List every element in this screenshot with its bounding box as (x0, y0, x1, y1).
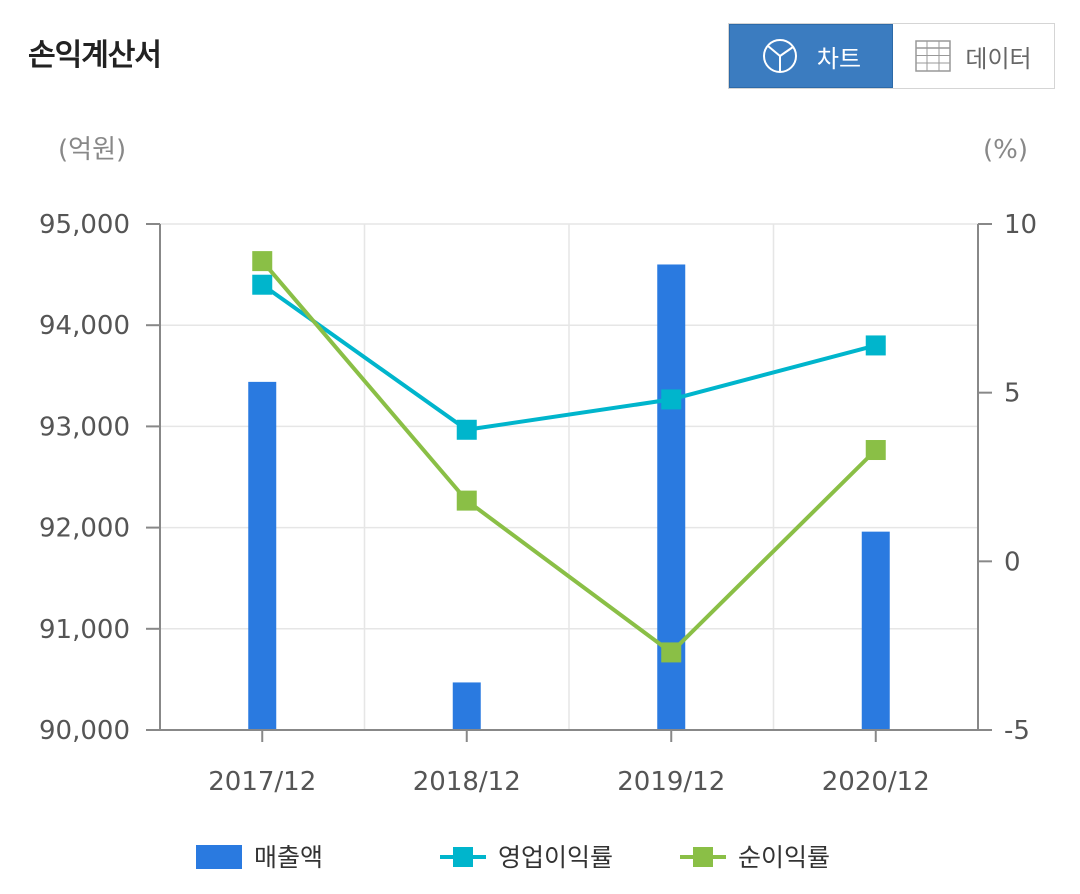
legend-label-순이익률: 순이익률 (738, 843, 830, 872)
point-영업이익률-2017/12 (252, 274, 273, 295)
chart-view-button[interactable]: 차트 (729, 24, 893, 88)
point-순이익률-2020/12 (865, 440, 886, 461)
x-tick-label: 2019/12 (617, 767, 725, 797)
x-tick-label: 2020/12 (822, 767, 930, 797)
point-순이익률-2018/12 (456, 490, 477, 511)
legend: 매출액 영업이익률 순이익률 (196, 843, 830, 872)
legend-label-매출액: 매출액 (254, 843, 323, 872)
table-grid-icon (915, 40, 952, 72)
point-순이익률-2017/12 (252, 251, 273, 272)
right-axis-unit: (%) (983, 135, 1028, 165)
data-view-button[interactable]: 데이터 (893, 24, 1054, 88)
grid-lines (160, 223, 978, 731)
y-left-tick-label: 90,000 (39, 716, 130, 746)
y-left-tick-label: 93,000 (39, 412, 130, 442)
point-영업이익률-2020/12 (865, 335, 886, 356)
y-right-tick-label: 0 (1004, 547, 1021, 577)
bar-2019/12 (657, 264, 686, 730)
x-tick-label: 2018/12 (413, 767, 521, 797)
line-series (252, 251, 886, 663)
chart-view-label: 차트 (816, 44, 862, 73)
bar-series (248, 264, 890, 730)
legend-marker-순이익률 (693, 847, 713, 867)
left-axis-unit: (억원) (58, 135, 126, 165)
y-right-tick-label: 10 (1004, 210, 1037, 240)
y-left-tick-label: 95,000 (39, 210, 130, 240)
y-left-tick-label: 92,000 (39, 514, 130, 544)
bar-2018/12 (452, 682, 481, 730)
line-영업이익률 (261, 283, 877, 432)
y-left-tick-label: 91,000 (39, 615, 130, 645)
x-tick-label: 2017/12 (208, 767, 316, 797)
line-순이익률 (260, 259, 878, 655)
y-right-tick-label: -5 (1004, 716, 1030, 746)
bar-2020/12 (861, 531, 890, 730)
view-toggle: 차트 데이터 (728, 23, 1055, 89)
page-title: 손익계산서 (28, 38, 162, 73)
point-영업이익률-2018/12 (456, 419, 477, 440)
bar-2017/12 (248, 381, 277, 730)
legend-swatch-매출액 (196, 845, 242, 869)
point-순이익률-2019/12 (661, 642, 682, 663)
axes: 90,000 91,000 92,000 93,000 94,000 95,000 -5 0 5… (39, 210, 1037, 797)
data-view-label: 데이터 (965, 44, 1032, 73)
y-left-tick-label: 94,000 (39, 311, 130, 341)
y-right-tick-label: 5 (1004, 379, 1021, 409)
legend-label-영업이익률: 영업이익률 (498, 843, 613, 872)
point-영업이익률-2019/12 (661, 389, 682, 410)
legend-marker-영업이익률 (453, 847, 473, 867)
pie-chart-icon (761, 37, 799, 75)
